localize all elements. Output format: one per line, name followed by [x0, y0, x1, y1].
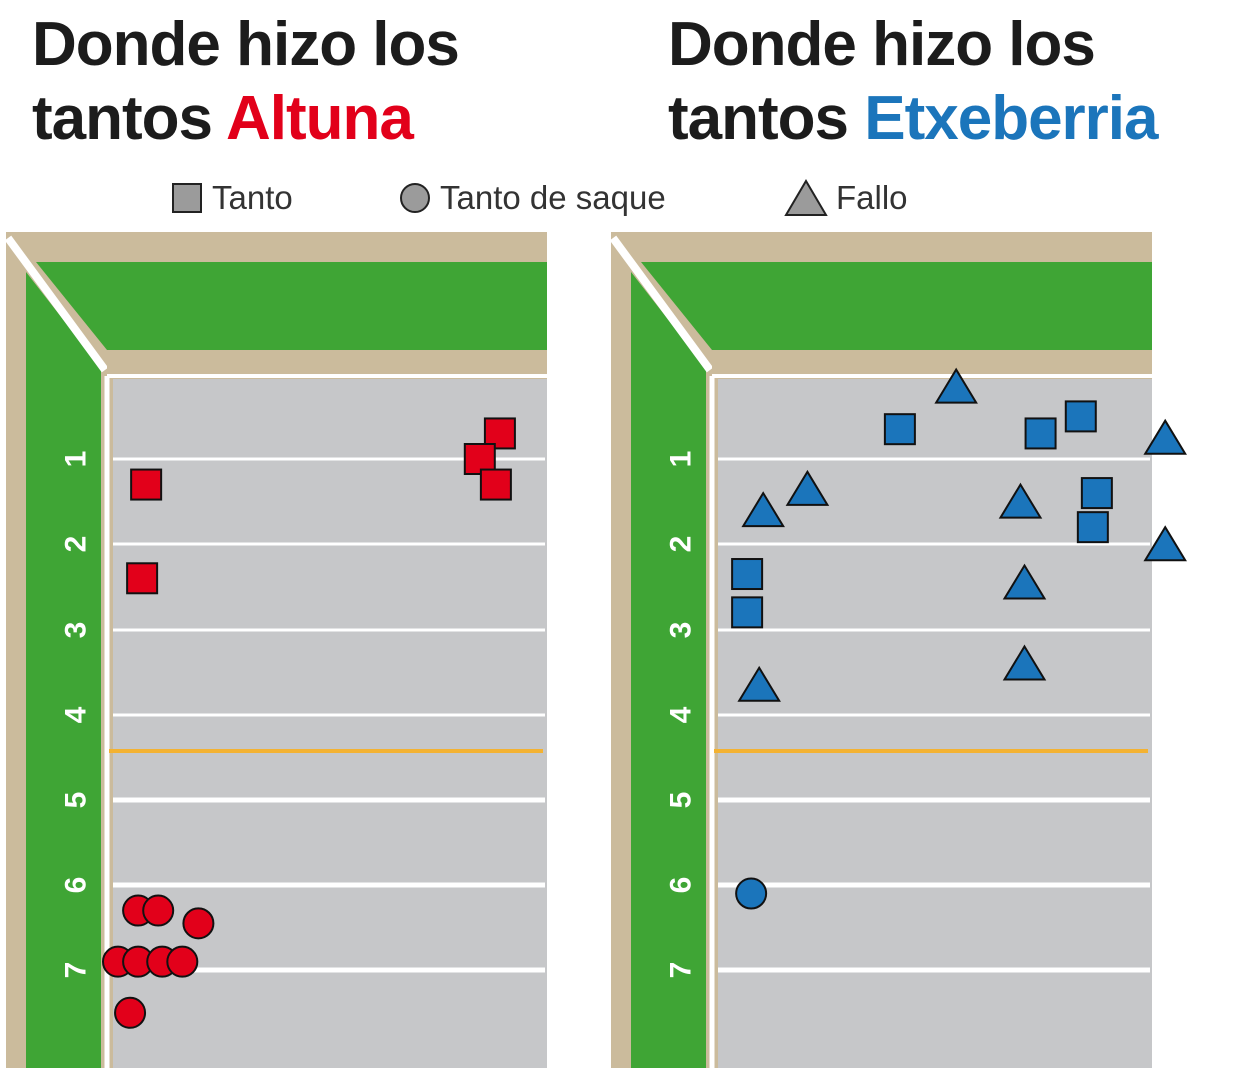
tanto-marker — [1076, 511, 1109, 544]
court-corner-line — [4, 235, 109, 373]
legend: Tanto Tanto de saque Fallo — [0, 176, 1234, 220]
y-tick-label: 4 — [60, 706, 93, 723]
legend-item-saque: Tanto de saque — [398, 176, 666, 220]
fallo-marker — [737, 665, 781, 702]
tanto-marker — [1064, 400, 1097, 433]
y-tick-label: 5 — [60, 792, 93, 809]
fallo-marker — [998, 482, 1043, 519]
y-tick-label: 3 — [60, 622, 93, 639]
tanto-marker — [731, 596, 764, 629]
triangle-marker-icon — [784, 179, 828, 216]
markers-etxeberria — [731, 367, 1187, 910]
player-name-altuna: Altuna — [225, 84, 414, 153]
y-tick-label: 6 — [60, 877, 93, 894]
tanto-de-saque-marker — [166, 945, 199, 978]
court-altuna: 1 2 3 4 5 6 7 — [4, 232, 547, 1068]
player-name-etxeberria: Etxeberria — [864, 84, 1158, 153]
markers-altuna — [102, 417, 516, 1029]
court-floor — [718, 379, 1152, 1068]
legend-item-tanto: Tanto — [170, 176, 293, 220]
legend-label: Tanto de saque — [440, 179, 666, 216]
fallo-marker — [785, 469, 830, 506]
tanto-marker — [1080, 477, 1113, 510]
y-tick-label: 7 — [60, 962, 93, 979]
tanto-de-saque-marker — [182, 907, 215, 940]
court-corner-line — [609, 235, 714, 373]
y-tick-label: 4 — [665, 706, 698, 723]
tanto-marker — [126, 562, 159, 595]
y-tick-label: 7 — [665, 962, 698, 979]
tanto-marker — [1024, 417, 1057, 450]
y-tick-label: 1 — [665, 451, 698, 468]
fallo-marker — [741, 491, 785, 528]
court-etxeberria: 1 2 3 4 5 6 7 — [609, 232, 1152, 1068]
tanto-marker — [731, 558, 764, 591]
court-grass-left — [631, 272, 706, 1068]
chart-title-altuna: Donde hizo los tantos Altuna — [32, 8, 460, 156]
legend-label: Fallo — [836, 179, 908, 216]
y-tick-label: 6 — [665, 877, 698, 894]
tanto-marker — [130, 468, 163, 501]
y-tick-label: 1 — [60, 451, 93, 468]
legend-item-fallo: Fallo — [784, 176, 908, 220]
court-grass-left — [26, 272, 101, 1068]
fallo-marker — [1002, 563, 1047, 600]
tanto-de-saque-marker — [114, 996, 147, 1029]
fallo-marker — [934, 367, 978, 404]
fallo-marker — [1143, 525, 1187, 562]
title-prefix: tantos — [668, 84, 849, 153]
court-grass-top — [641, 262, 1152, 350]
y-tick-label: 5 — [665, 792, 698, 809]
court-grass-top — [36, 262, 547, 350]
title-line-1: Donde hizo los — [32, 10, 460, 79]
fallo-marker — [1143, 418, 1187, 455]
y-tick-label: 2 — [665, 536, 698, 553]
square-marker-icon — [172, 183, 202, 213]
tanto-marker — [479, 468, 512, 501]
title-line-2: tantos Altuna — [32, 82, 459, 156]
chart-title-etxeberria: Donde hizo los tantos Etxeberria — [668, 8, 1159, 156]
tanto-de-saque-marker — [142, 894, 175, 927]
y-tick-label: 3 — [665, 622, 698, 639]
y-tick-label: 2 — [60, 536, 93, 553]
circle-marker-icon — [400, 183, 430, 213]
tanto-marker — [883, 413, 916, 446]
title-prefix: tantos — [32, 84, 213, 153]
title-line-2: tantos Etxeberria — [668, 82, 1159, 156]
title-line-1: Donde hizo los — [668, 10, 1096, 79]
tanto-de-saque-marker — [735, 877, 768, 910]
fallo-marker — [1002, 644, 1047, 681]
legend-label: Tanto — [212, 179, 293, 216]
